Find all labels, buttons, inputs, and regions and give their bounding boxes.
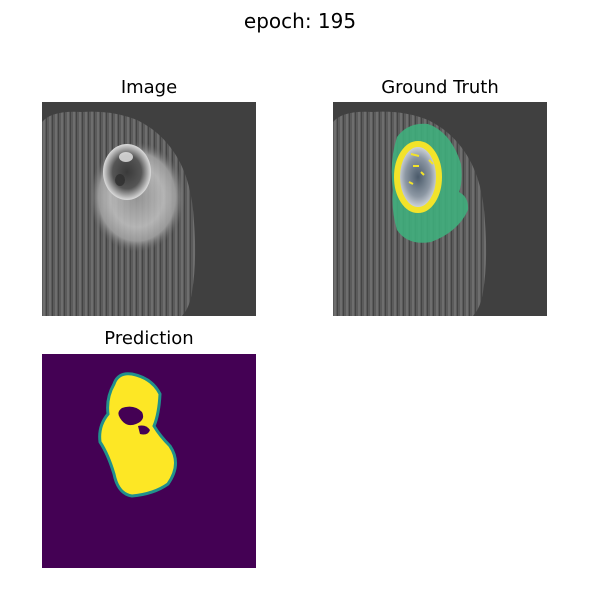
figure-title: epoch: 195	[0, 8, 600, 34]
prediction-panel	[42, 354, 256, 568]
mri-slice-image	[42, 102, 256, 316]
ground-truth-image	[333, 102, 547, 316]
prediction-mask	[42, 354, 256, 568]
ground-truth-panel-title: Ground Truth	[333, 77, 547, 99]
image-panel-title: Image	[42, 77, 256, 99]
ground-truth-panel	[333, 102, 547, 316]
mri-image-panel	[42, 102, 256, 316]
prediction-panel-title: Prediction	[42, 328, 256, 350]
